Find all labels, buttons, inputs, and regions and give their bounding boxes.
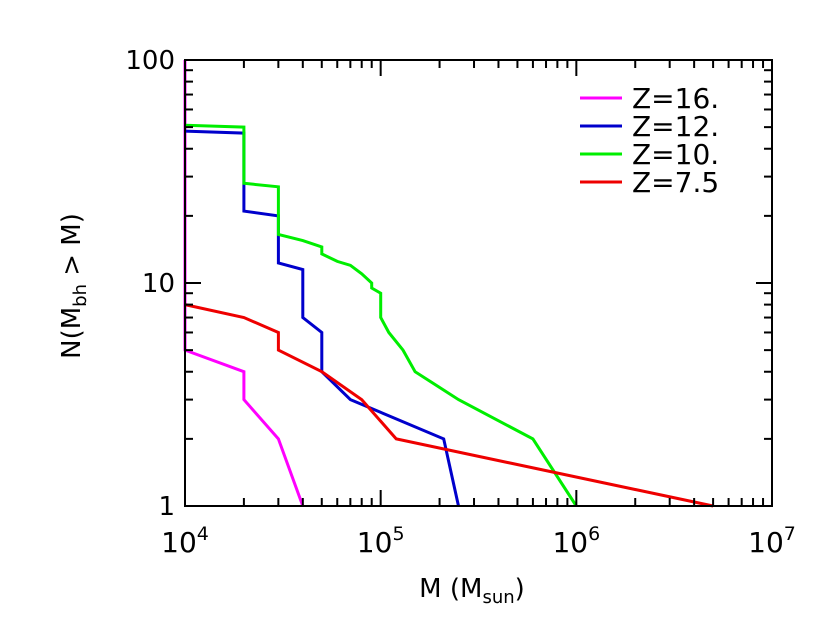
x-tick-label-2: 105 — [357, 523, 405, 559]
legend: Z=16.Z=12.Z=10.Z=7.5 — [580, 82, 719, 199]
legend-label-1: Z=16. — [632, 82, 719, 115]
y-tick-label-3: 100 — [125, 46, 175, 76]
legend-label-4: Z=7.5 — [632, 166, 719, 199]
x-tick-label-4: 107 — [748, 523, 796, 559]
axes-layer — [184, 59, 773, 507]
y-axis-label-post: > M) — [57, 213, 87, 284]
x-tick-label-3: 106 — [552, 523, 600, 559]
y-axis-label-sub: bh — [70, 284, 91, 307]
x-axis-label-main: M (M — [419, 574, 482, 604]
series-line-3 — [184, 123, 578, 507]
series-line-4 — [184, 303, 714, 508]
x-tick-label-1: 104 — [161, 523, 209, 559]
tick-labels: 104 105 106 107 1 10 100 — [125, 46, 796, 559]
x-axis-label-sub: sun — [482, 587, 514, 608]
y-axis-label: N(Mbh > M) — [57, 213, 91, 359]
legend-label-2: Z=12. — [632, 110, 719, 143]
legend-label-3: Z=10. — [632, 138, 719, 171]
x-axis-label-close: ) — [515, 574, 525, 604]
x-axis-label: M (Msun) — [419, 574, 525, 608]
y-axis-label-pre: N(M — [57, 307, 87, 359]
series-line-2 — [184, 129, 460, 507]
y-tick-label-2: 10 — [142, 269, 175, 299]
series-layer — [183, 60, 714, 508]
y-tick-label-1: 1 — [158, 492, 175, 522]
